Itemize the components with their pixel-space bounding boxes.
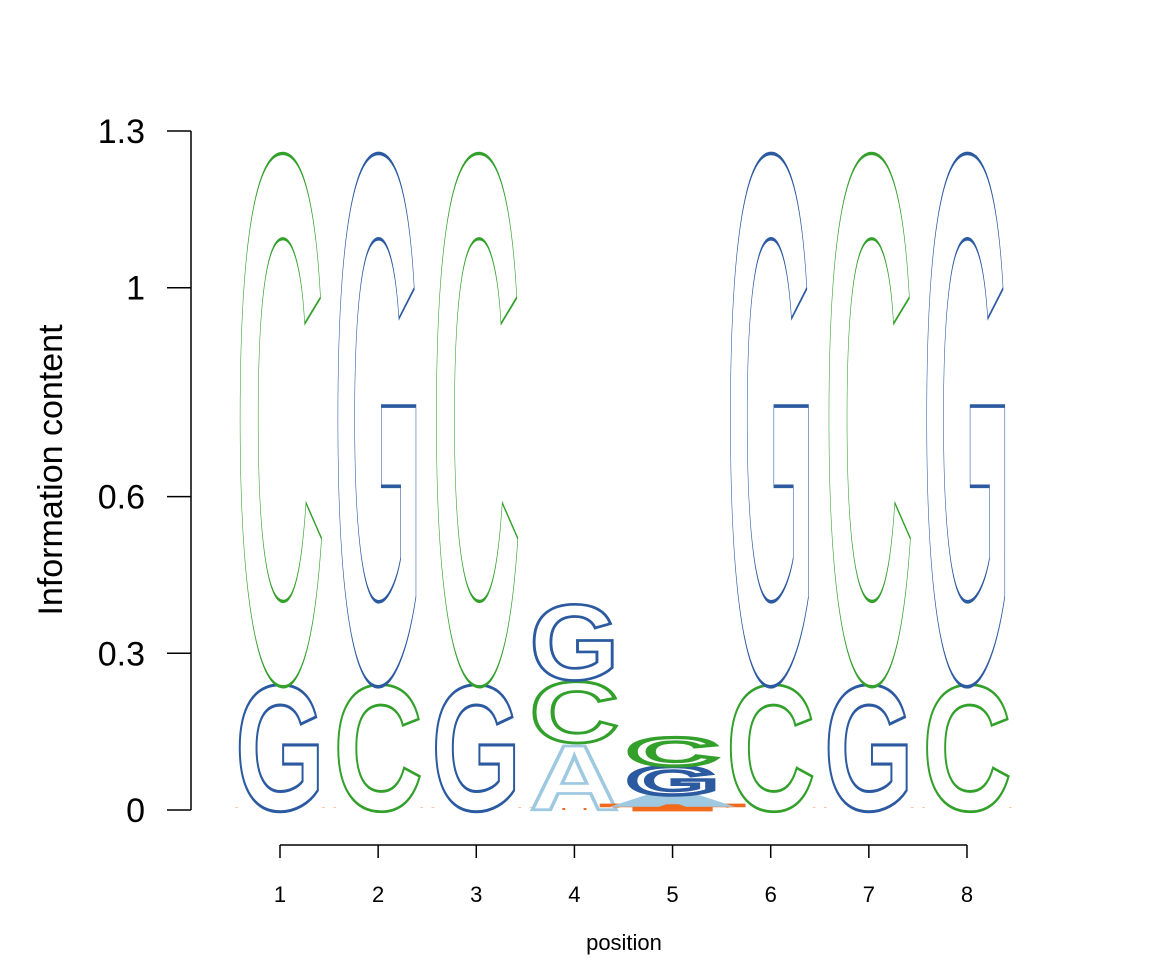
letter-stack-position-1: TGC [231,0,328,850]
x-axis-label: position [586,930,662,955]
logo-letter-c: C [922,647,1012,848]
logo-letter-g: G [824,647,914,848]
logo-letter-g: G [431,647,521,848]
logo-letter-c: C [529,664,619,760]
logo-letter-c: C [726,647,816,848]
y-axis: 0 0.3 0.6 1 1.3 [98,113,192,830]
letter-stack-position-6: TCG [722,0,820,850]
x-tick-label: 5 [666,882,678,907]
x-tick-label: 8 [961,882,973,907]
x-tick-label: 6 [765,882,777,907]
logo-letter-t: T [824,807,914,811]
logo-letter-t: T [333,807,423,811]
letter-stack-position-3: TGC [428,0,525,850]
x-tick-label: 3 [470,882,482,907]
logo-letter-t: T [529,807,619,811]
logo-letter-a: A [529,726,619,830]
logo-letter-t: T [922,807,1012,811]
logo-letter-c: C [628,730,718,774]
y-tick-label: 0.3 [98,635,145,673]
logo-letter-c: C [333,647,423,848]
logo-letter-t: T [726,807,816,811]
letter-stack-position-8: TCG [918,0,1016,850]
logo-letter-g: G [922,0,1012,840]
logo-letter-t: T [431,807,521,811]
logo-letter-g: G [235,647,325,848]
y-tick-label: 1.3 [98,113,145,151]
x-axis: 1 2 3 4 5 6 7 8 [274,844,973,907]
logo-letter-g: G [628,759,718,803]
x-tick-label: 4 [568,882,580,907]
y-axis-label: Information content [32,324,70,616]
logo-letter-c: C [824,0,914,840]
y-tick-label: 0 [126,792,145,830]
logo-letter-g: G [726,0,816,840]
logo-letter-c: C [431,0,521,840]
letter-stack-position-2: TCG [329,0,427,850]
logo-letter-t: T [235,807,325,811]
y-tick-label: 0.6 [98,479,145,517]
x-tick-label: 2 [372,882,384,907]
logo-letter-g: G [529,582,619,702]
y-tick-label: 1 [126,270,145,308]
logo-letter-g: G [333,0,423,840]
x-tick-label: 1 [274,882,286,907]
logo-letter-c: C [235,0,325,840]
x-tick-label: 7 [863,882,875,907]
letter-stack-position-7: TGC [820,0,917,850]
